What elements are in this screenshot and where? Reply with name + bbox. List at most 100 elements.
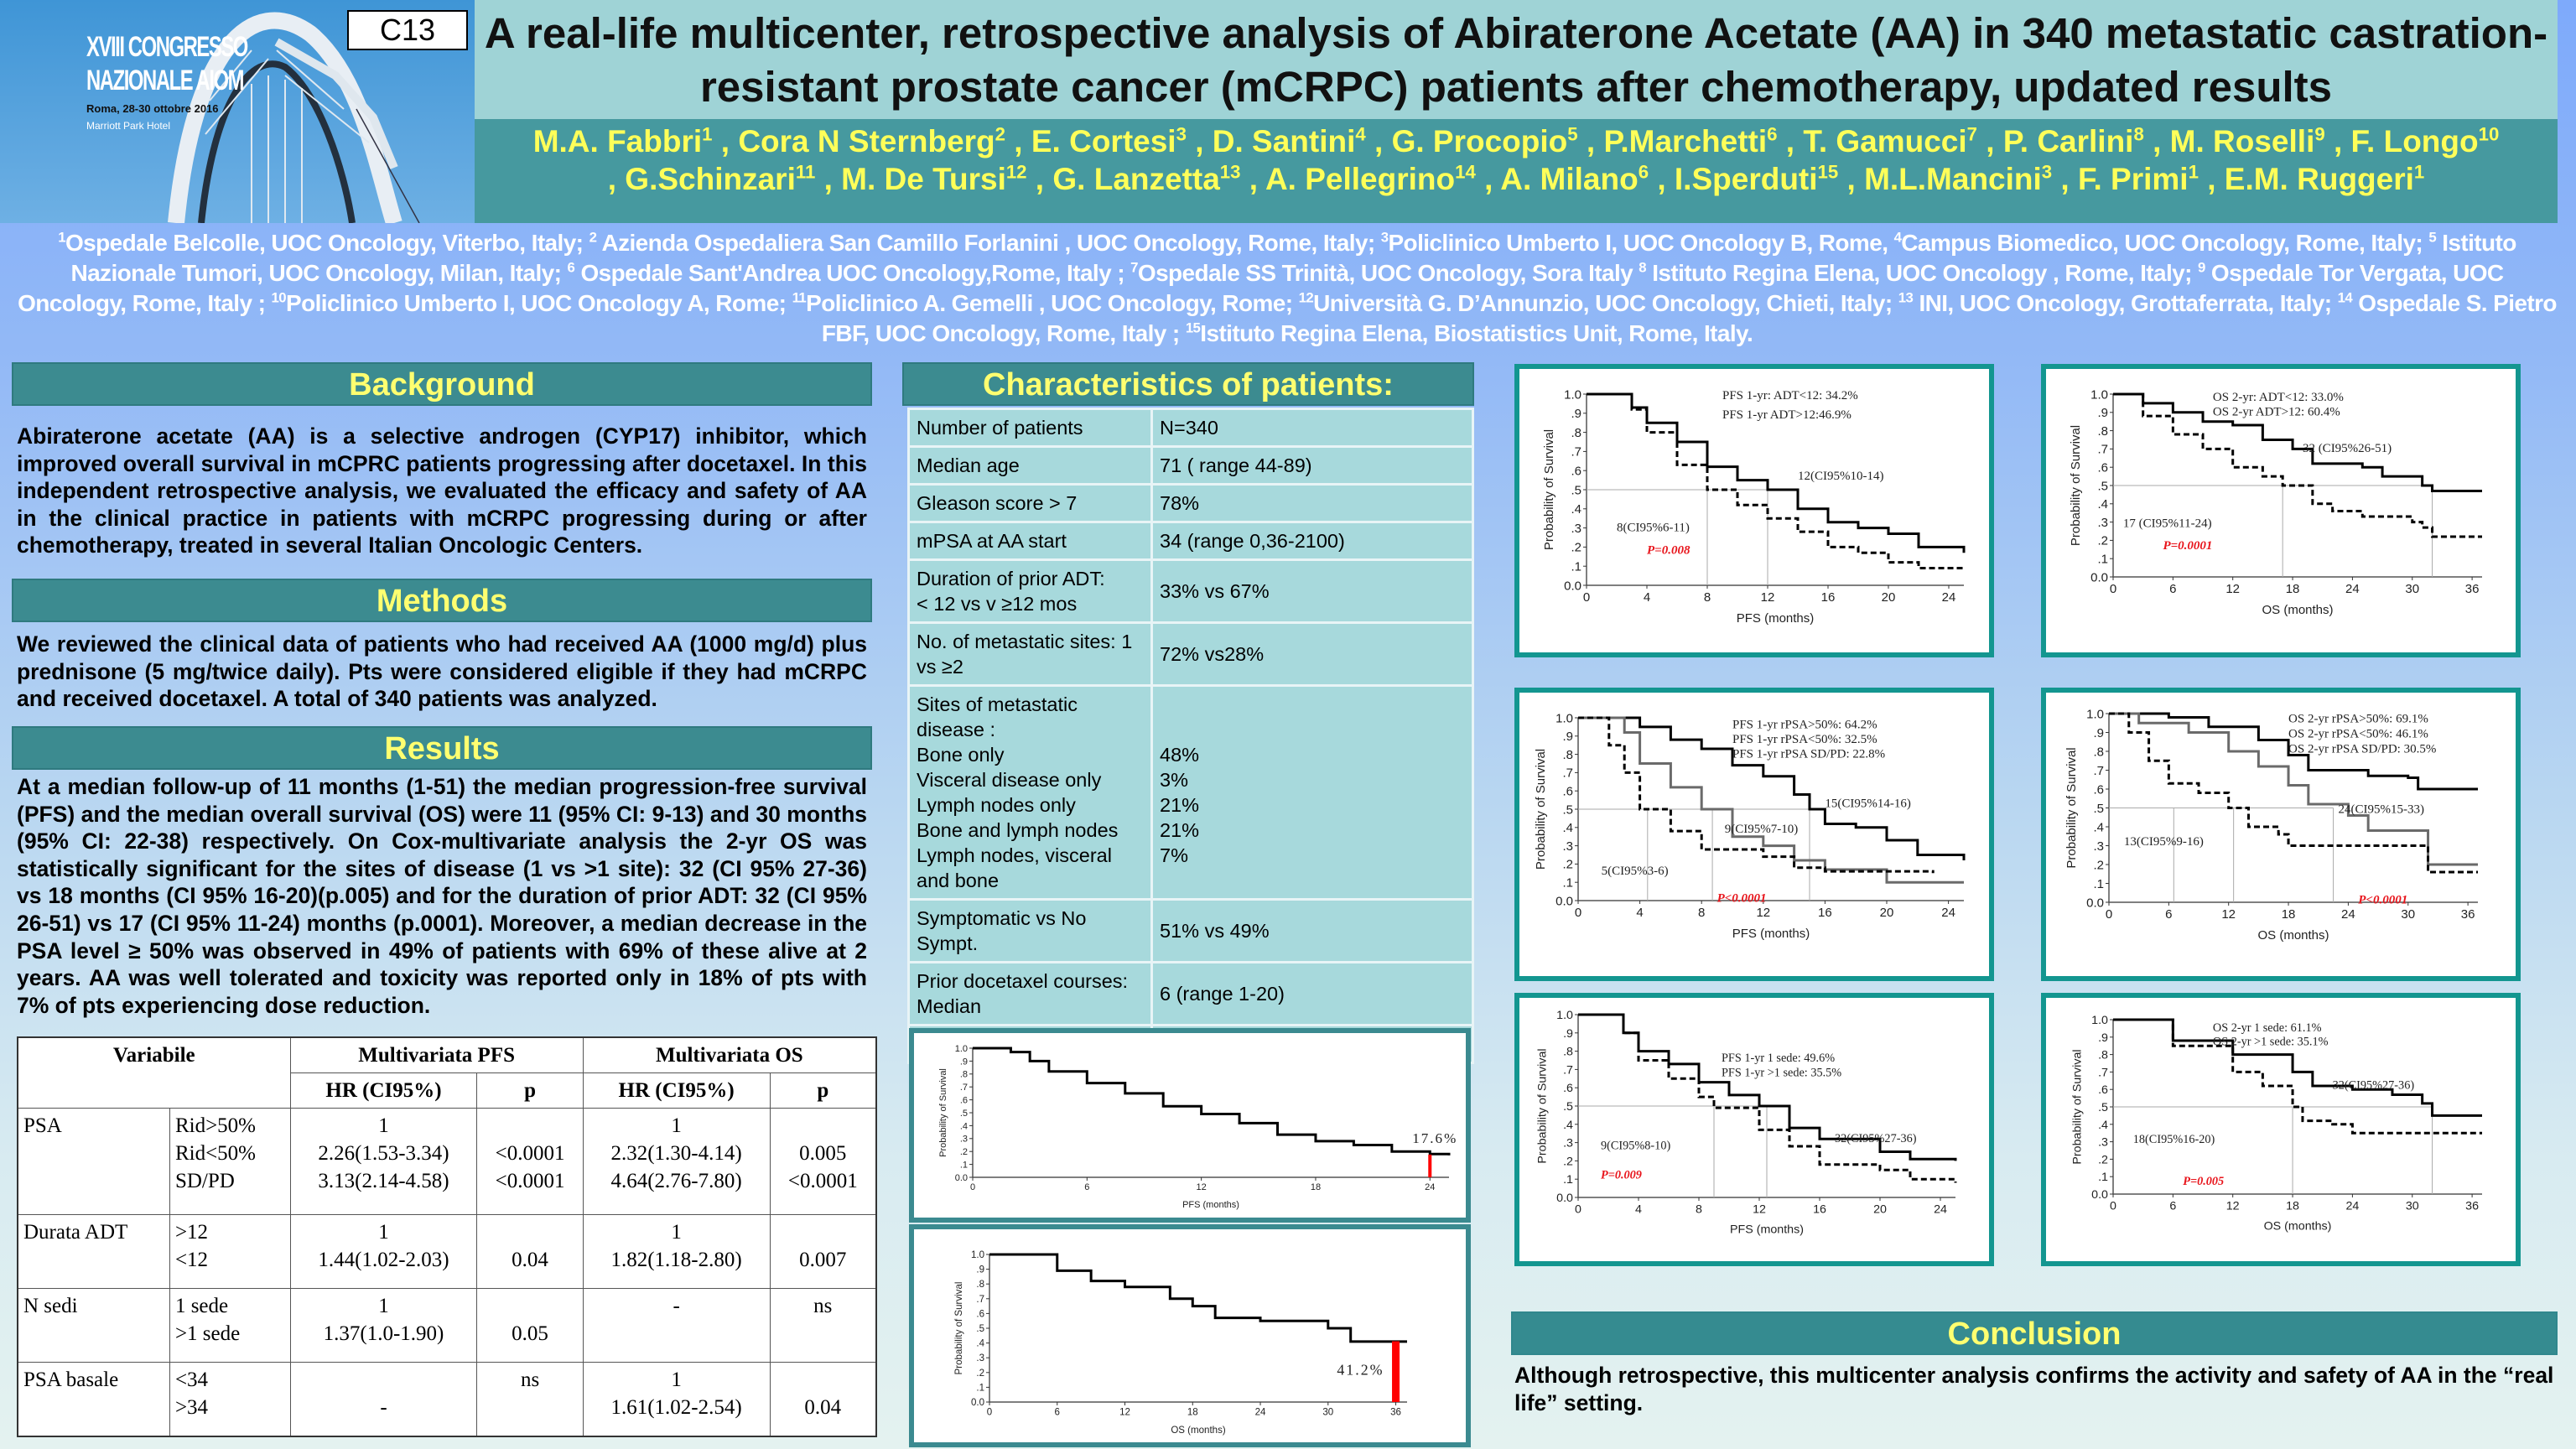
x-axis-label: OS (months): [2264, 1220, 2332, 1233]
y-tick-label: .8: [960, 1070, 968, 1080]
col-os: Multivariata OS: [582, 1036, 877, 1073]
x-axis-label: OS (months): [1171, 1426, 1226, 1436]
table-row: Prior docetaxel courses: Median 6 (range…: [907, 961, 1474, 1026]
cell-var: Durata ADT: [17, 1213, 170, 1289]
os-adt-plot: 0 6 12 18 24 30 36 0.0 .1 .2 .3 .4 .5 .6 .7 .8 .9 1.0 OS (…: [2069, 387, 2482, 617]
author: M. Roselli: [2169, 124, 2315, 158]
annotation-label: 32(CI95%27-36): [2333, 1079, 2415, 1093]
x-tick-label: 30: [2401, 907, 2415, 922]
x-tick-label: 36: [2461, 907, 2475, 922]
x-tick-label: 18: [1311, 1182, 1321, 1192]
y-tick-label: 1.0: [1555, 711, 1573, 725]
annotation-label: 8(CI95%6-11): [1617, 521, 1690, 534]
x-tick-label: 8: [1696, 1202, 1702, 1216]
cell-value: 6 (range 1-20): [1150, 961, 1474, 1026]
cell-label: Median age: [907, 445, 1153, 486]
cell-levels: <34 >34: [169, 1361, 291, 1437]
affiliation-number: 12: [1298, 289, 1314, 306]
annotation-label: PFS 1-yr: ADT<12: 34.2%: [1722, 389, 1858, 402]
cell-value: N=340: [1150, 408, 1474, 448]
cell-os-p: 0.007: [769, 1213, 877, 1289]
x-tick-label: 24: [2341, 907, 2355, 922]
y-axis-label: Probability of Survival: [1542, 429, 1556, 550]
cell-pfs-p: <0.0001 <0.0001: [476, 1108, 584, 1215]
cell-value: 34 (range 0,36-2100): [1150, 521, 1474, 561]
y-tick-label: 0.0: [1555, 894, 1573, 908]
cell-pfs-hr: -: [289, 1361, 478, 1437]
x-tick-label: 4: [1635, 1202, 1642, 1216]
author-affiliation-number: 11: [795, 161, 816, 183]
affiliation-number: 4: [1893, 229, 1902, 246]
chart-pfs-sites: 0 4 8 12 16 20 24 0.0 .1 .2 .3 .4 .5 .6 .7 .8 .9 1.0 PFS (…: [1514, 993, 1994, 1266]
y-tick-label: .8: [1563, 1046, 1573, 1059]
y-tick-label: .6: [2098, 1083, 2108, 1097]
cell-label: Symptomatic vs No Sympt.: [907, 898, 1153, 963]
y-tick-label: .4: [1571, 502, 1581, 517]
y-tick-label: .5: [2098, 1101, 2108, 1114]
p-value-label: P<0.0001: [2358, 894, 2407, 907]
x-tick-label: 18: [2282, 907, 2296, 922]
x-tick-label: 12: [2225, 582, 2240, 596]
y-tick-label: .6: [976, 1309, 984, 1319]
affiliation-number: 5: [2428, 229, 2437, 246]
author-affiliation-number: 1: [2188, 161, 2199, 183]
x-tick-label: 12: [2226, 1199, 2240, 1213]
affiliation-number: 15: [1185, 319, 1201, 336]
y-tick-label: .6: [1562, 784, 1573, 798]
affiliation: Istituto Regina Elena, Biostatistics Uni…: [1200, 320, 1753, 346]
y-tick-label: .8: [1571, 426, 1581, 440]
col-os-p: p: [769, 1072, 877, 1109]
author-affiliation-number: 1: [2413, 161, 2425, 183]
bridge-image: [168, 12, 420, 223]
cell-value: 48% 3% 21% 21% 7%: [1150, 684, 1474, 901]
y-tick-label: .4: [2098, 1119, 2108, 1132]
table-row: Sites of metastatic disease : Bone only …: [907, 684, 1474, 901]
table-row: Duration of prior ADT: < 12 vs v ≥12 mos…: [907, 558, 1474, 624]
author-affiliation-number: 9: [2314, 123, 2325, 145]
os-rpsa-plot: 0 6 12 18 24 30 36 0.0 .1 .2 .3 .4 .5 .6 .7 .8 .9 1.0 OS (…: [2064, 707, 2478, 943]
x-tick-label: 8: [1704, 590, 1711, 605]
y-tick-label: .1: [2098, 1171, 2108, 1184]
table-row: Median age 71 ( range 44-89): [907, 445, 1474, 486]
annotation-label: 32(CI95%27-36): [1835, 1132, 1917, 1145]
x-tick-label: 24: [1425, 1182, 1435, 1192]
x-tick-label: 24: [1934, 1202, 1947, 1216]
pfs-rpsa-plot: 0 4 8 12 16 20 24 0.0 .1 .2 .3 .4 .5 .6 .7 .8 .9 1.0 PFS (…: [1534, 711, 1966, 941]
y-tick-label: 0.0: [1556, 1192, 1573, 1205]
cell-var: PSA: [17, 1108, 170, 1215]
annotation-label: 24(CI95%15-33): [2339, 803, 2424, 817]
x-axis-label: PFS (months): [1182, 1200, 1239, 1210]
cell-os-hr: -: [582, 1287, 771, 1363]
annotation-label: PFS 1-yr rPSA SD/PD: 22.8%: [1732, 747, 1885, 761]
results-heading: Results: [12, 726, 872, 770]
annotation-label: 18(CI95%16-20): [2133, 1133, 2215, 1146]
logo-venue: Marriott Park Hotel: [86, 120, 171, 132]
highlight-label: 41.2%: [1337, 1361, 1384, 1378]
conclusion-heading: Conclusion: [1511, 1311, 2558, 1355]
table-row: mPSA at AA start 34 (range 0,36-2100): [907, 521, 1474, 561]
x-axis-label: PFS (months): [1730, 1223, 1804, 1237]
cell-levels: Rid>50% Rid<50% SD/PD: [169, 1108, 291, 1215]
cell-pfs-hr: 1 1.44(1.02-2.03): [289, 1213, 478, 1289]
x-tick-label: 16: [1818, 906, 1832, 920]
y-tick-label: .6: [2093, 782, 2104, 797]
y-axis-label: Probability of Survival: [2064, 747, 2079, 868]
p-value-label: P=0.005: [2183, 1175, 2224, 1188]
pfs-adt-plot: 0 4 8 12 16 20 24 0.0 .1 .2 .3 .4 .5 .6 .7 .8 .9 1.0 PFS (…: [1542, 387, 1966, 626]
author: Cora N Sternberg: [738, 124, 995, 158]
x-tick-label: 4: [1644, 590, 1650, 605]
y-tick-label: 1.0: [2086, 707, 2104, 721]
survival-curve-rpsa-50-: [2109, 712, 2478, 866]
affiliation-number: 14: [2337, 289, 2353, 306]
author: P.Marchetti: [1603, 124, 1768, 158]
x-tick-label: 20: [1882, 590, 1896, 605]
author-affiliation-number: 12: [1005, 161, 1027, 183]
affiliation: Ospedale S. Pietro FBF, UOC Oncology, Ro…: [821, 290, 2558, 346]
affiliation: Policlinico Umberto I, UOC Oncology B, R…: [1388, 230, 1894, 256]
highlight-bar: [1392, 1341, 1400, 1402]
affiliation: Istituto Nazionale Tumori, UOC Oncology,…: [70, 230, 2516, 286]
y-axis-label: Probability of Survival: [1534, 749, 1548, 870]
annotation-label: 13(CI95%9-16): [2124, 835, 2204, 849]
x-axis-label: OS (months): [2257, 928, 2329, 943]
y-tick-label: .2: [2098, 1153, 2108, 1166]
